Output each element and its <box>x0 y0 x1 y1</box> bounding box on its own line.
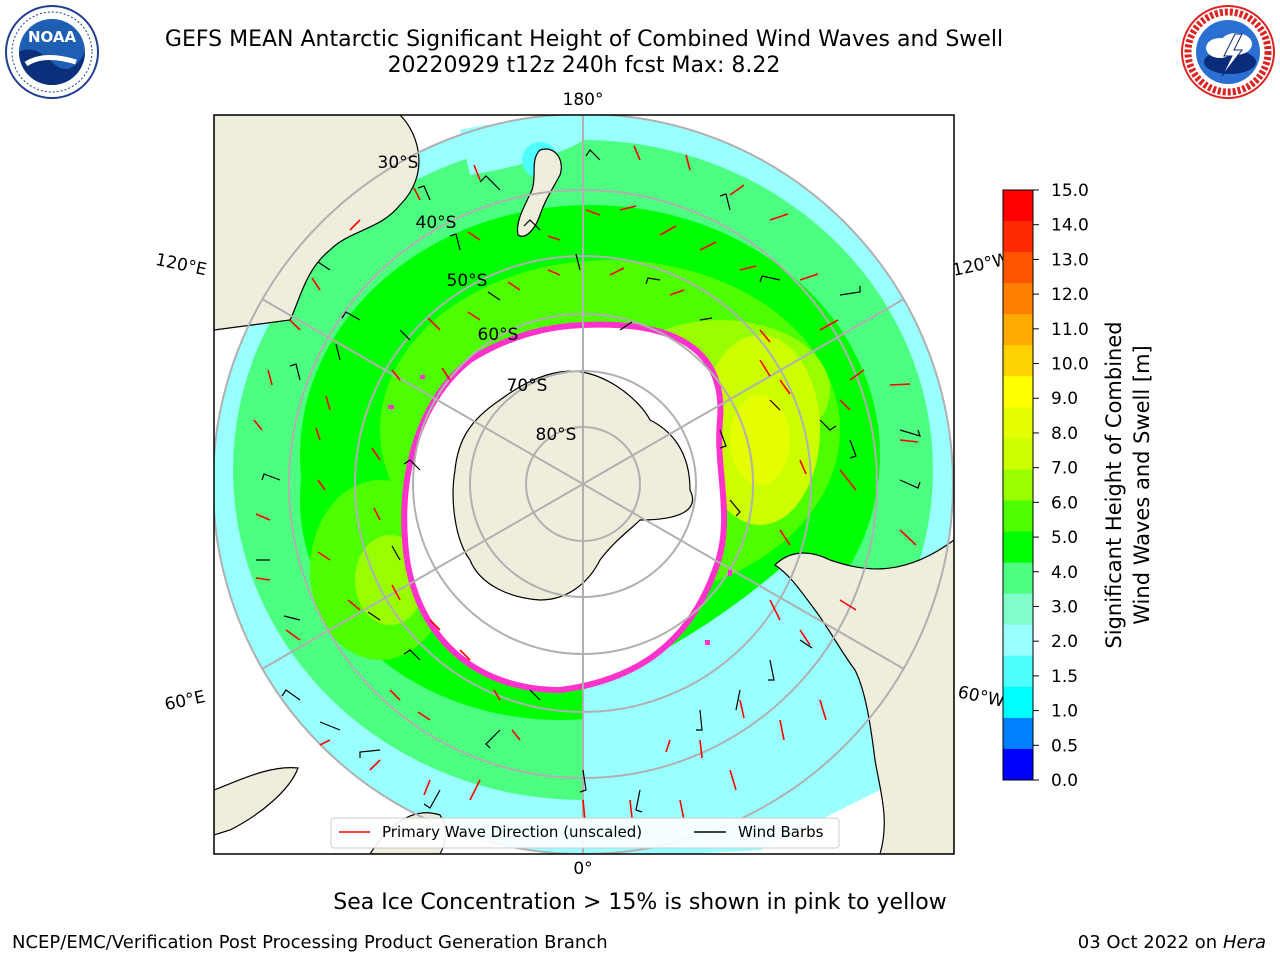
colorbar-tick-label: 8.0 <box>1051 424 1078 444</box>
wave-direction-arrows <box>253 145 919 821</box>
colorbar-tick-label: 13.0 <box>1051 250 1089 270</box>
colorbar-swatch <box>1003 500 1033 533</box>
colorbar-tick-label: 12.0 <box>1051 285 1089 305</box>
colorbar-swatch <box>1003 593 1033 626</box>
colorbar-swatch <box>1003 376 1033 408</box>
colorbar-tick-label: 7.0 <box>1051 459 1078 479</box>
colorbar-swatch <box>1003 686 1033 719</box>
colorbar-tick-label: 11.0 <box>1051 320 1089 340</box>
chart-title: GEFS MEAN Antarctic Significant Height o… <box>164 27 1004 52</box>
nws-logo <box>1181 5 1275 99</box>
colorbar-tick-label: 10.0 <box>1051 355 1089 375</box>
chart-subtitle: 20220929 t12z 240h fcst Max: 8.22 <box>387 53 781 78</box>
africa-landmass <box>214 767 299 836</box>
colorbar-swatch <box>1003 314 1033 346</box>
colorbar-tick-label: 3.0 <box>1051 597 1078 617</box>
lat-label-30s: 30°S <box>378 153 419 173</box>
graticule <box>214 115 954 854</box>
map-frame <box>213 114 955 855</box>
footer-credit: NCEP/EMC/Verification Post Processing Pr… <box>12 932 608 953</box>
colorbar-tick-label: 0.0 <box>1051 771 1078 791</box>
lon-label-180: 180° <box>563 90 604 110</box>
colorbar-tick-label: 14.0 <box>1051 216 1089 236</box>
colorbar-tick-label: 9.0 <box>1051 389 1078 409</box>
colorbar-tick-label: 15.0 <box>1051 181 1089 201</box>
lon-label-120w: 120°W <box>951 249 1012 281</box>
svg-text:NOAA: NOAA <box>28 28 77 46</box>
colorbar-tick-label: 4.0 <box>1051 563 1078 583</box>
colorbar-swatch <box>1003 221 1033 253</box>
sea-ice-note: Sea Ice Concentration > 15% is shown in … <box>333 890 947 915</box>
colorbar-swatch <box>1003 283 1033 315</box>
noaa-logo: NOAA <box>5 5 99 99</box>
footer-host: Hera <box>1222 932 1266 953</box>
colorbar-tick-label: 5.0 <box>1051 528 1078 548</box>
colorbar-tick-label: 1.0 <box>1051 702 1078 722</box>
colorbar-swatch <box>1003 717 1033 750</box>
footer-date: 03 Oct 2022 on Hera <box>1077 932 1266 953</box>
australia-landmass <box>214 115 420 331</box>
colorbar-tick-label: 6.0 <box>1051 493 1078 513</box>
sea-ice-specks <box>388 375 732 645</box>
lon-label-120e: 120°E <box>154 250 209 280</box>
colorbar-swatch <box>1003 562 1033 595</box>
colorbar-tick-label: 2.0 <box>1051 632 1078 652</box>
colorbar-tick-label: 1.5 <box>1051 667 1078 687</box>
colorbar: 15.0 14.0 13.0 12.0 11.0 10.0 9.0 8.0 7.0 6.0 5.0 4… <box>1002 181 1089 791</box>
legend-wave-label: Primary Wave Direction (unscaled) <box>382 823 642 841</box>
lon-label-60w: 60°W <box>956 682 1006 711</box>
lat-label-60s: 60°S <box>478 325 519 345</box>
wind-barbs <box>256 149 921 813</box>
lon-label-0: 0° <box>573 859 592 879</box>
colorbar-swatch <box>1003 407 1033 439</box>
colorbar-swatch <box>1003 252 1033 284</box>
lat-label-80s: 80°S <box>536 425 577 445</box>
colorbar-swatch <box>1003 655 1033 688</box>
colorbar-swatch <box>1003 624 1033 657</box>
legend-barb-label: Wind Barbs <box>738 823 824 841</box>
colorbar-swatch <box>1003 190 1033 222</box>
map-legend: Primary Wave Direction (unscaled) Wind B… <box>330 817 840 849</box>
lat-label-50s: 50°S <box>447 271 488 291</box>
colorbar-frame <box>1002 189 1034 781</box>
colorbar-swatch <box>1003 345 1033 377</box>
colorbar-swatch <box>1003 748 1033 781</box>
colorbar-swatch <box>1003 438 1033 470</box>
lon-label-60e: 60°E <box>163 687 207 715</box>
colorbar-swatch <box>1003 531 1033 564</box>
colorbar-swatch <box>1003 469 1033 502</box>
lat-label-40s: 40°S <box>416 213 457 233</box>
lat-label-70s: 70°S <box>507 376 548 396</box>
colorbar-tick-label: 0.5 <box>1051 736 1078 756</box>
south-america-landmass <box>774 539 954 854</box>
